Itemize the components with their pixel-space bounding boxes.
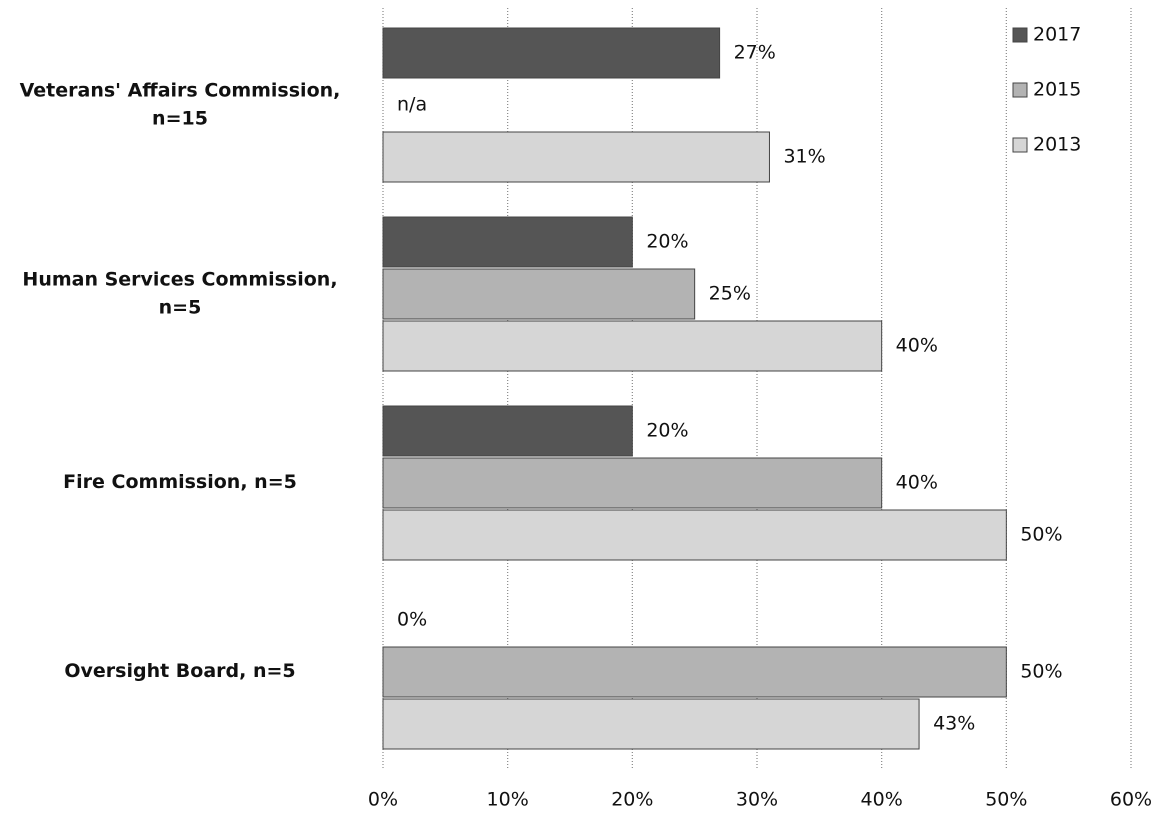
bar [382,27,721,79]
value-label: 20% [646,231,688,253]
value-label: 50% [1020,661,1062,683]
value-label: 25% [709,283,751,305]
legend-label: 2015 [1033,79,1081,101]
x-tick-label: 20% [611,789,653,811]
value-label: 40% [896,472,938,494]
value-label: n/a [397,94,427,116]
legend-swatch [1012,27,1028,43]
bar [382,698,920,750]
value-label: 27% [734,42,776,64]
legend-swatch [1012,82,1028,98]
x-tick-label: 0% [368,789,398,811]
legend-swatch [1012,137,1028,153]
bar [382,320,883,372]
value-label: 43% [933,713,975,735]
legend-label: 2013 [1033,134,1081,156]
value-label: 40% [896,335,938,357]
bar [382,268,696,320]
value-label: 31% [783,146,825,168]
bar [382,216,633,268]
value-label: 50% [1020,524,1062,546]
value-label: 0% [397,609,427,631]
category-label: Oversight Board, n=5 [64,660,296,683]
x-tick-label: 50% [985,789,1027,811]
category-label: Fire Commission, n=5 [63,471,297,494]
bar [382,646,1007,698]
bar [382,509,1007,561]
category-label: Veterans' Affairs Commission, n=15 [19,79,341,129]
x-tick-label: 10% [487,789,529,811]
value-label: 20% [646,420,688,442]
bar [382,457,883,509]
legend-label: 2017 [1033,24,1081,46]
bar [382,131,770,183]
x-tick-label: 40% [861,789,903,811]
bar [382,405,633,457]
category-label: Human Services Commission, n=5 [22,268,338,318]
x-tick-label: 30% [736,789,778,811]
x-tick-label: 60% [1110,789,1152,811]
